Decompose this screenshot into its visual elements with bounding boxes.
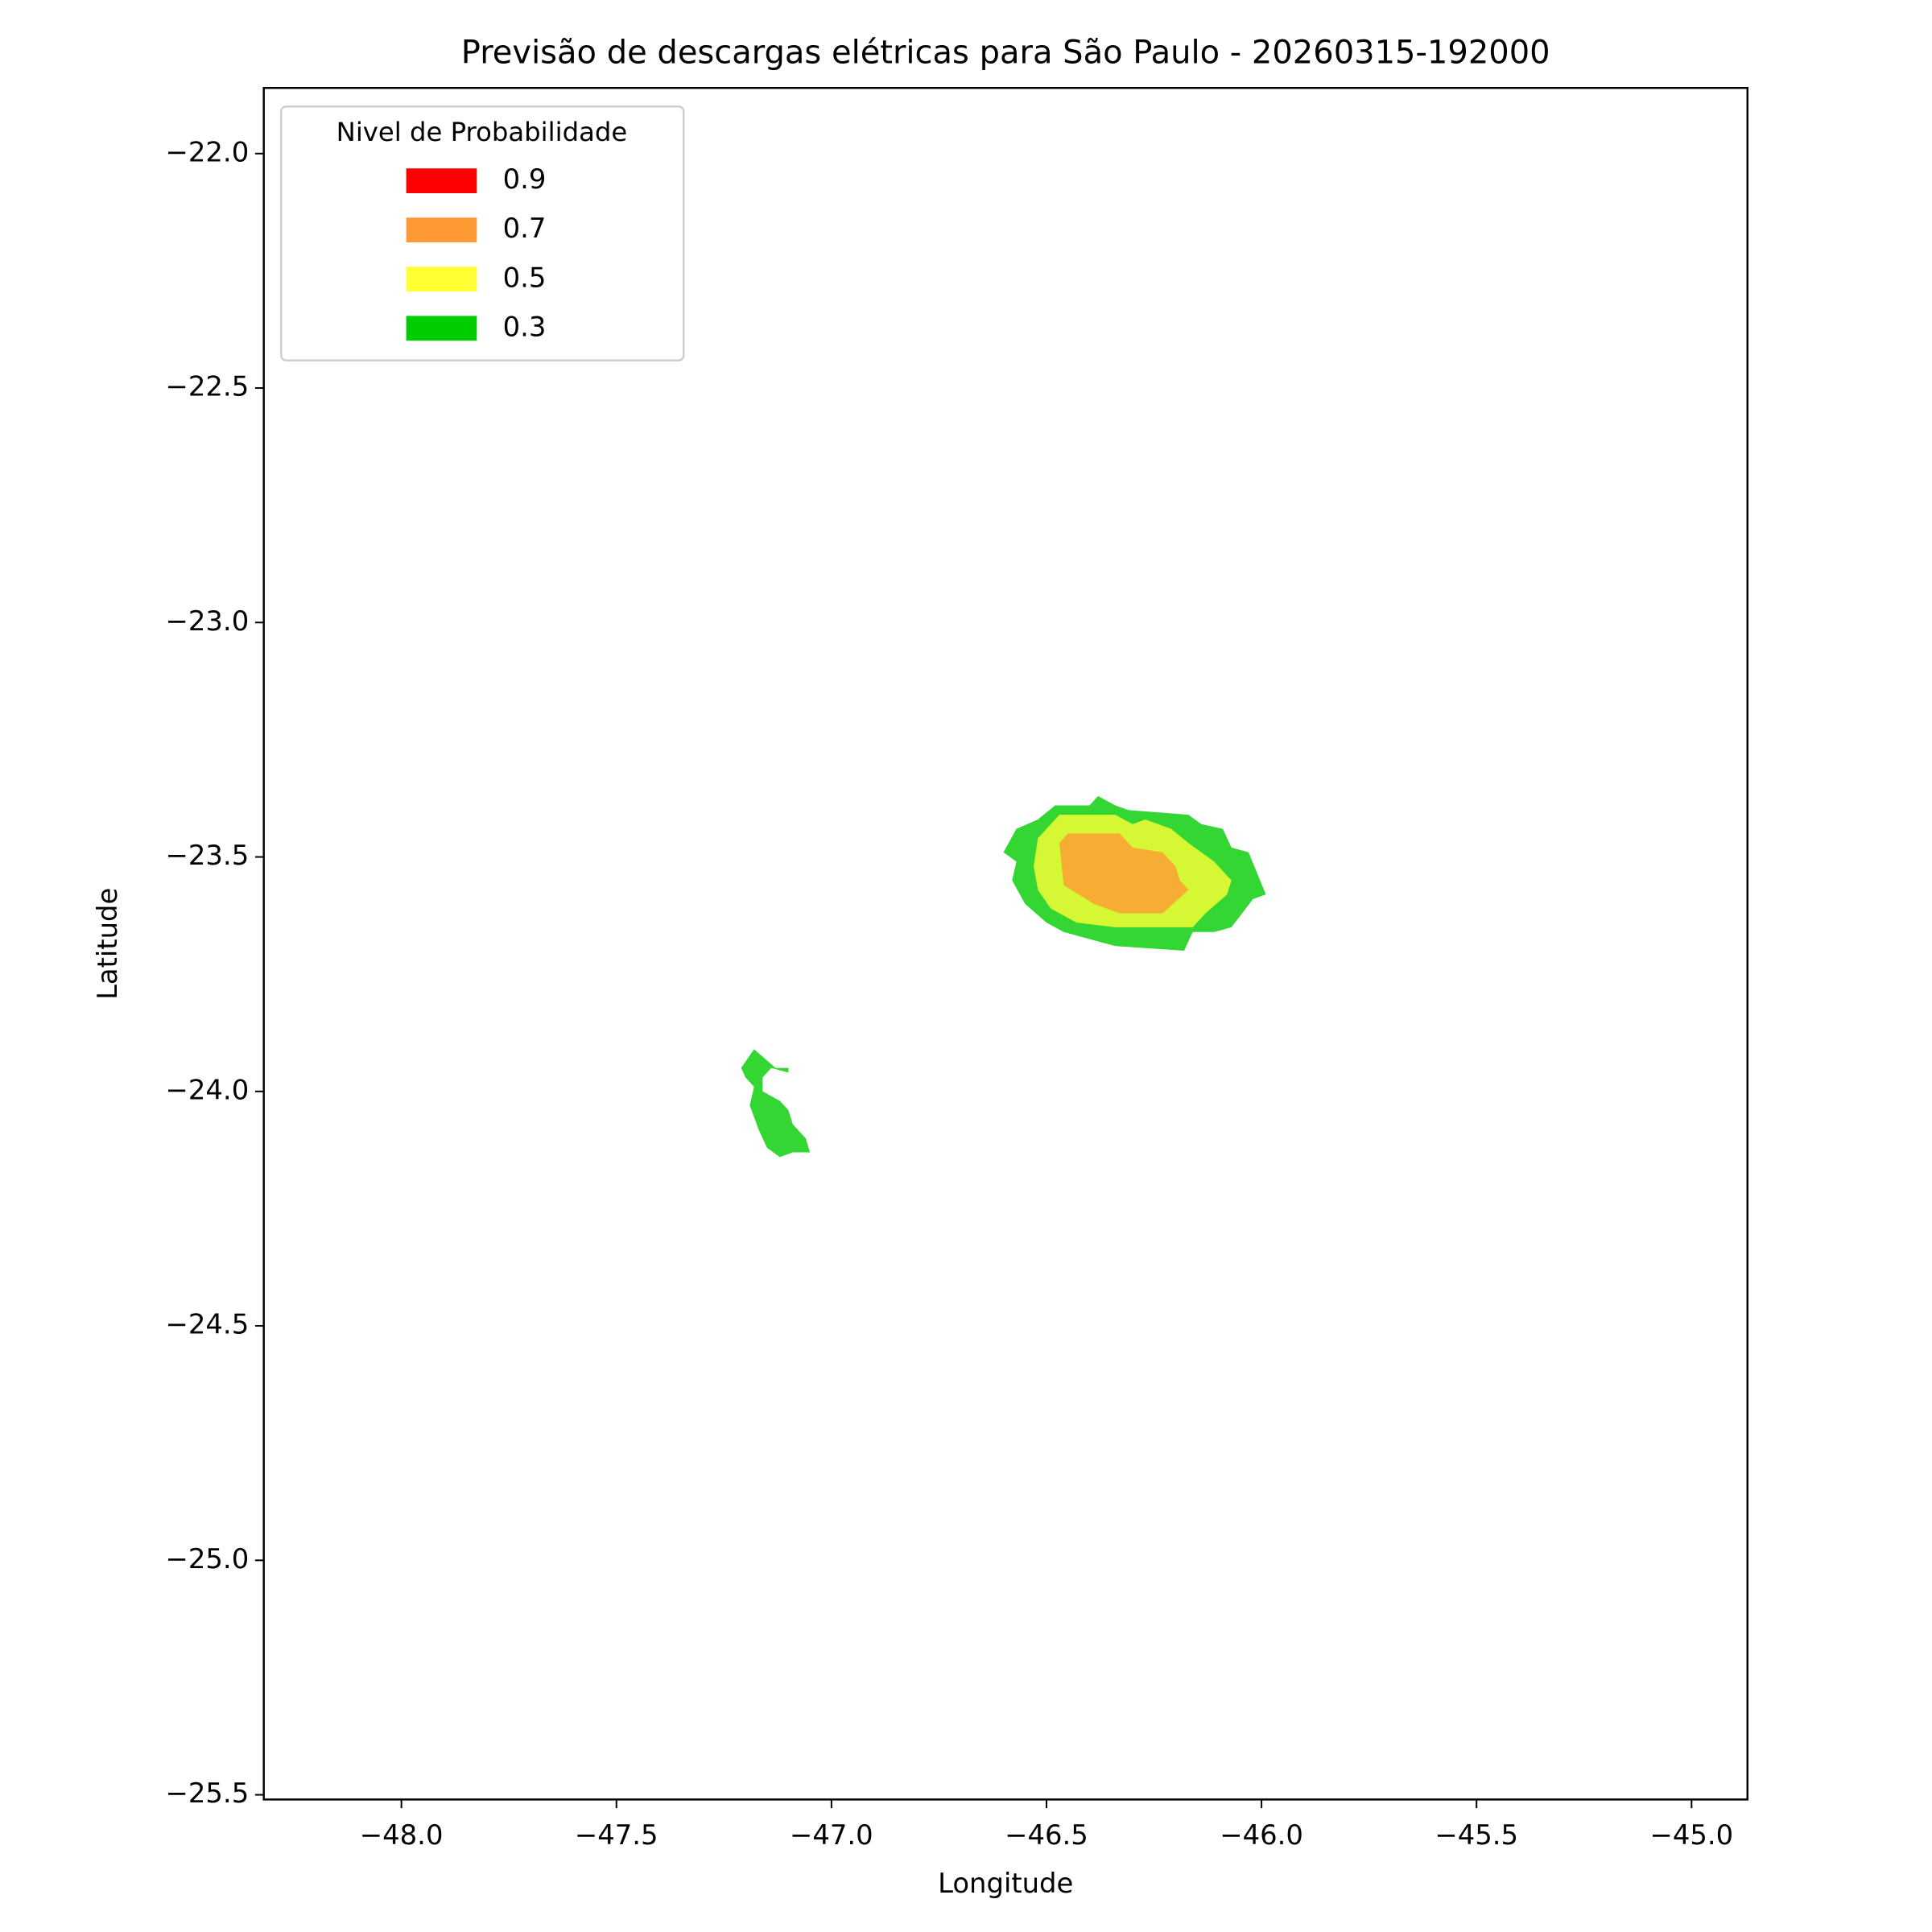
y-axis-label: Latitude: [92, 888, 123, 1000]
legend-title: Nivel de Probabilidade: [336, 117, 628, 147]
legend-swatch: [406, 316, 477, 341]
y-tick-label: −24.5: [166, 1309, 250, 1340]
x-tick-label: −47.0: [790, 1819, 873, 1851]
legend-swatch: [406, 217, 477, 243]
contour-region: [741, 1049, 811, 1158]
y-tick-label: −25.0: [166, 1543, 250, 1575]
legend-label: 0.9: [503, 163, 547, 195]
y-tick-label: −22.5: [166, 371, 250, 402]
plot-area: [741, 795, 1266, 1158]
legend-box: [280, 105, 685, 361]
y-tick-label: −23.5: [166, 840, 250, 871]
x-tick-label: −46.0: [1220, 1819, 1303, 1851]
legend: Nivel de Probabilidade 0.9 0.7 0.5 0.3: [280, 105, 685, 361]
x-tick-label: −46.5: [1005, 1819, 1088, 1851]
y-tick-label: −22.0: [166, 136, 250, 167]
chart-title: Previsão de descargas elétricas para São…: [461, 35, 1550, 72]
x-tick-label: −48.0: [360, 1819, 444, 1851]
legend-label: 0.5: [503, 262, 547, 293]
x-tick-label: −47.5: [575, 1819, 658, 1851]
legend-swatch: [406, 168, 477, 193]
legend-swatch: [406, 266, 477, 292]
y-tick-label: −25.5: [166, 1777, 250, 1809]
y-tick-label: −23.0: [166, 605, 250, 637]
contour-region: [1059, 833, 1189, 914]
x-tick-label: −45.5: [1435, 1819, 1518, 1851]
legend-label: 0.3: [503, 311, 547, 342]
legend-label: 0.7: [503, 213, 547, 244]
axes-frame: [262, 87, 1748, 1801]
x-axis-label: Longitude: [938, 1868, 1073, 1899]
x-tick-label: −45.0: [1649, 1819, 1733, 1851]
y-tick-label: −24.0: [166, 1074, 250, 1105]
